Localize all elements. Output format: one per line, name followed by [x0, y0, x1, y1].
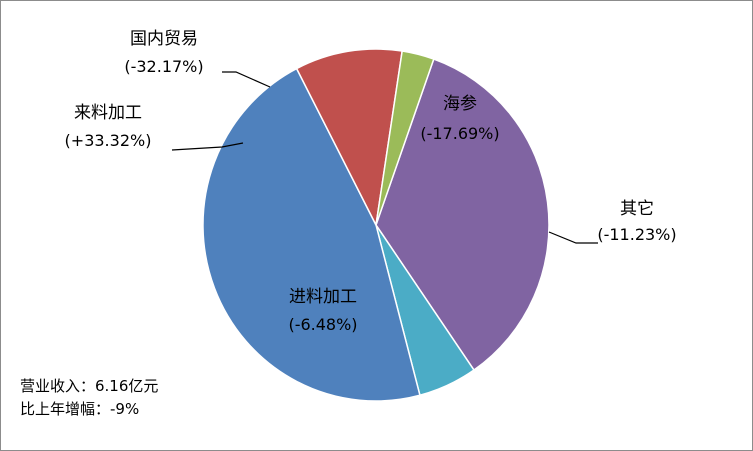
slice-name-label: 其它: [620, 199, 654, 219]
slice-labels: 海参 (-17.69%) 其它 (-11.23%) 进料加工 (-6.48%) 来料加工 (+…: [65, 29, 677, 334]
leader-line: [171, 142, 244, 151]
slice-change-label: (-32.17%): [124, 57, 203, 76]
slice-change-label: (+33.32%): [65, 131, 152, 150]
pie-slice: [375, 50, 435, 226]
leader-line: [222, 71, 271, 88]
leader-lines: [171, 71, 598, 244]
pie-slice: [375, 58, 550, 372]
slice-change-label: (-17.69%): [420, 124, 499, 143]
slice-name-label: 国内贸易: [130, 29, 198, 49]
leader-line: [548, 231, 598, 244]
growth-note: 比上年增幅：-9%: [20, 400, 140, 418]
slice-change-label: (-6.48%): [288, 315, 357, 334]
pie-slices: [202, 48, 550, 402]
slice-name-label: 来料加工: [74, 103, 142, 123]
slice-name-label: 海参: [443, 94, 477, 114]
slice-name-label: 进料加工: [289, 287, 357, 307]
revenue-note: 营业收入：6.16亿元: [20, 377, 159, 395]
pie-slice: [202, 67, 421, 402]
slice-change-label: (-11.23%): [597, 225, 676, 244]
pie-slice: [295, 48, 404, 228]
